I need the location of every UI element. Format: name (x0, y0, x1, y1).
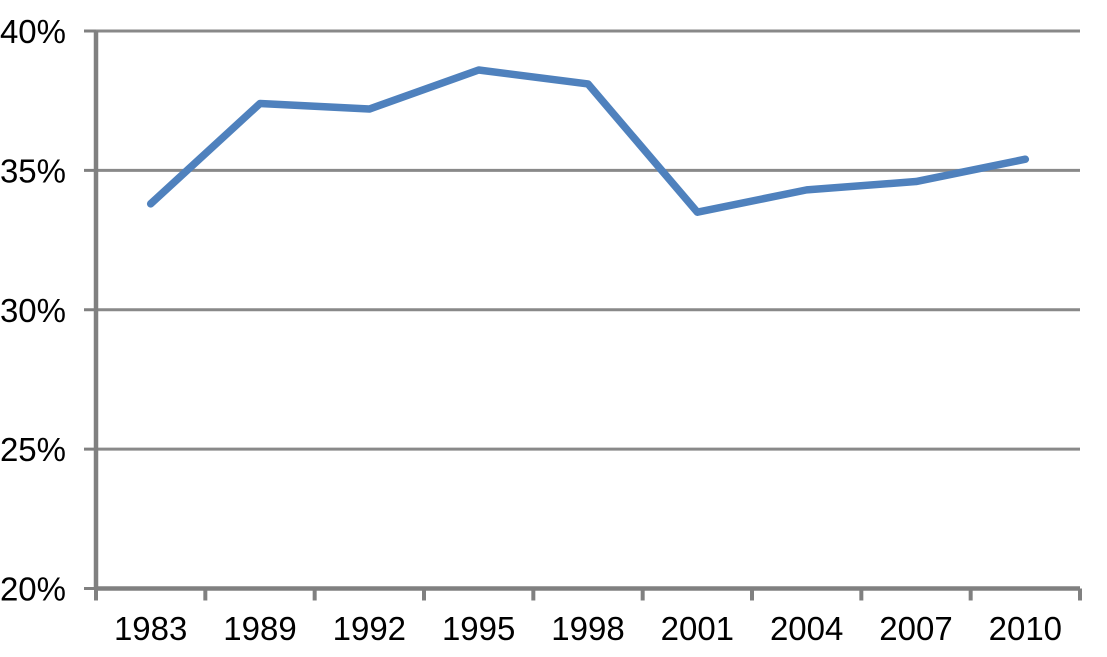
x-axis-tick-label: 2010 (989, 610, 1062, 647)
x-axis-tick-label: 1995 (442, 610, 515, 647)
y-axis-tick-label: 25% (0, 431, 66, 468)
x-axis-tick-label: 2007 (879, 610, 952, 647)
data-series-line (146, 66, 1030, 216)
x-axis-tick-label: 1998 (551, 610, 624, 647)
x-axis-tick-label: 1992 (333, 610, 406, 647)
y-axis-tick-label: 35% (0, 152, 66, 189)
x-axis-tick-label: 1983 (114, 610, 187, 647)
y-axis-tick-label: 30% (0, 292, 66, 329)
y-axis-tick-label: 40% (0, 13, 66, 50)
x-axis-tick-label: 2001 (661, 610, 734, 647)
y-axis-tick-label: 20% (0, 571, 66, 608)
x-axis-tick-label: 2004 (770, 610, 843, 647)
x-axis-tick-label: 1989 (223, 610, 296, 647)
